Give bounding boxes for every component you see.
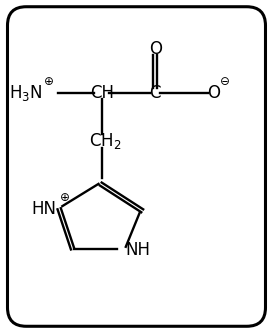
FancyBboxPatch shape: [8, 7, 266, 326]
Text: CH$_2$: CH$_2$: [89, 131, 122, 151]
Text: CH: CH: [90, 84, 114, 102]
Text: C: C: [150, 84, 161, 102]
Text: NH: NH: [126, 241, 151, 259]
Text: O: O: [208, 84, 221, 102]
Text: $\oplus$: $\oplus$: [59, 191, 70, 204]
Text: H$_3$N: H$_3$N: [9, 83, 42, 103]
Text: $\oplus$: $\oplus$: [43, 75, 54, 88]
Text: HN: HN: [31, 200, 56, 218]
Text: $\ominus$: $\ominus$: [219, 75, 230, 88]
Text: O: O: [149, 40, 162, 58]
